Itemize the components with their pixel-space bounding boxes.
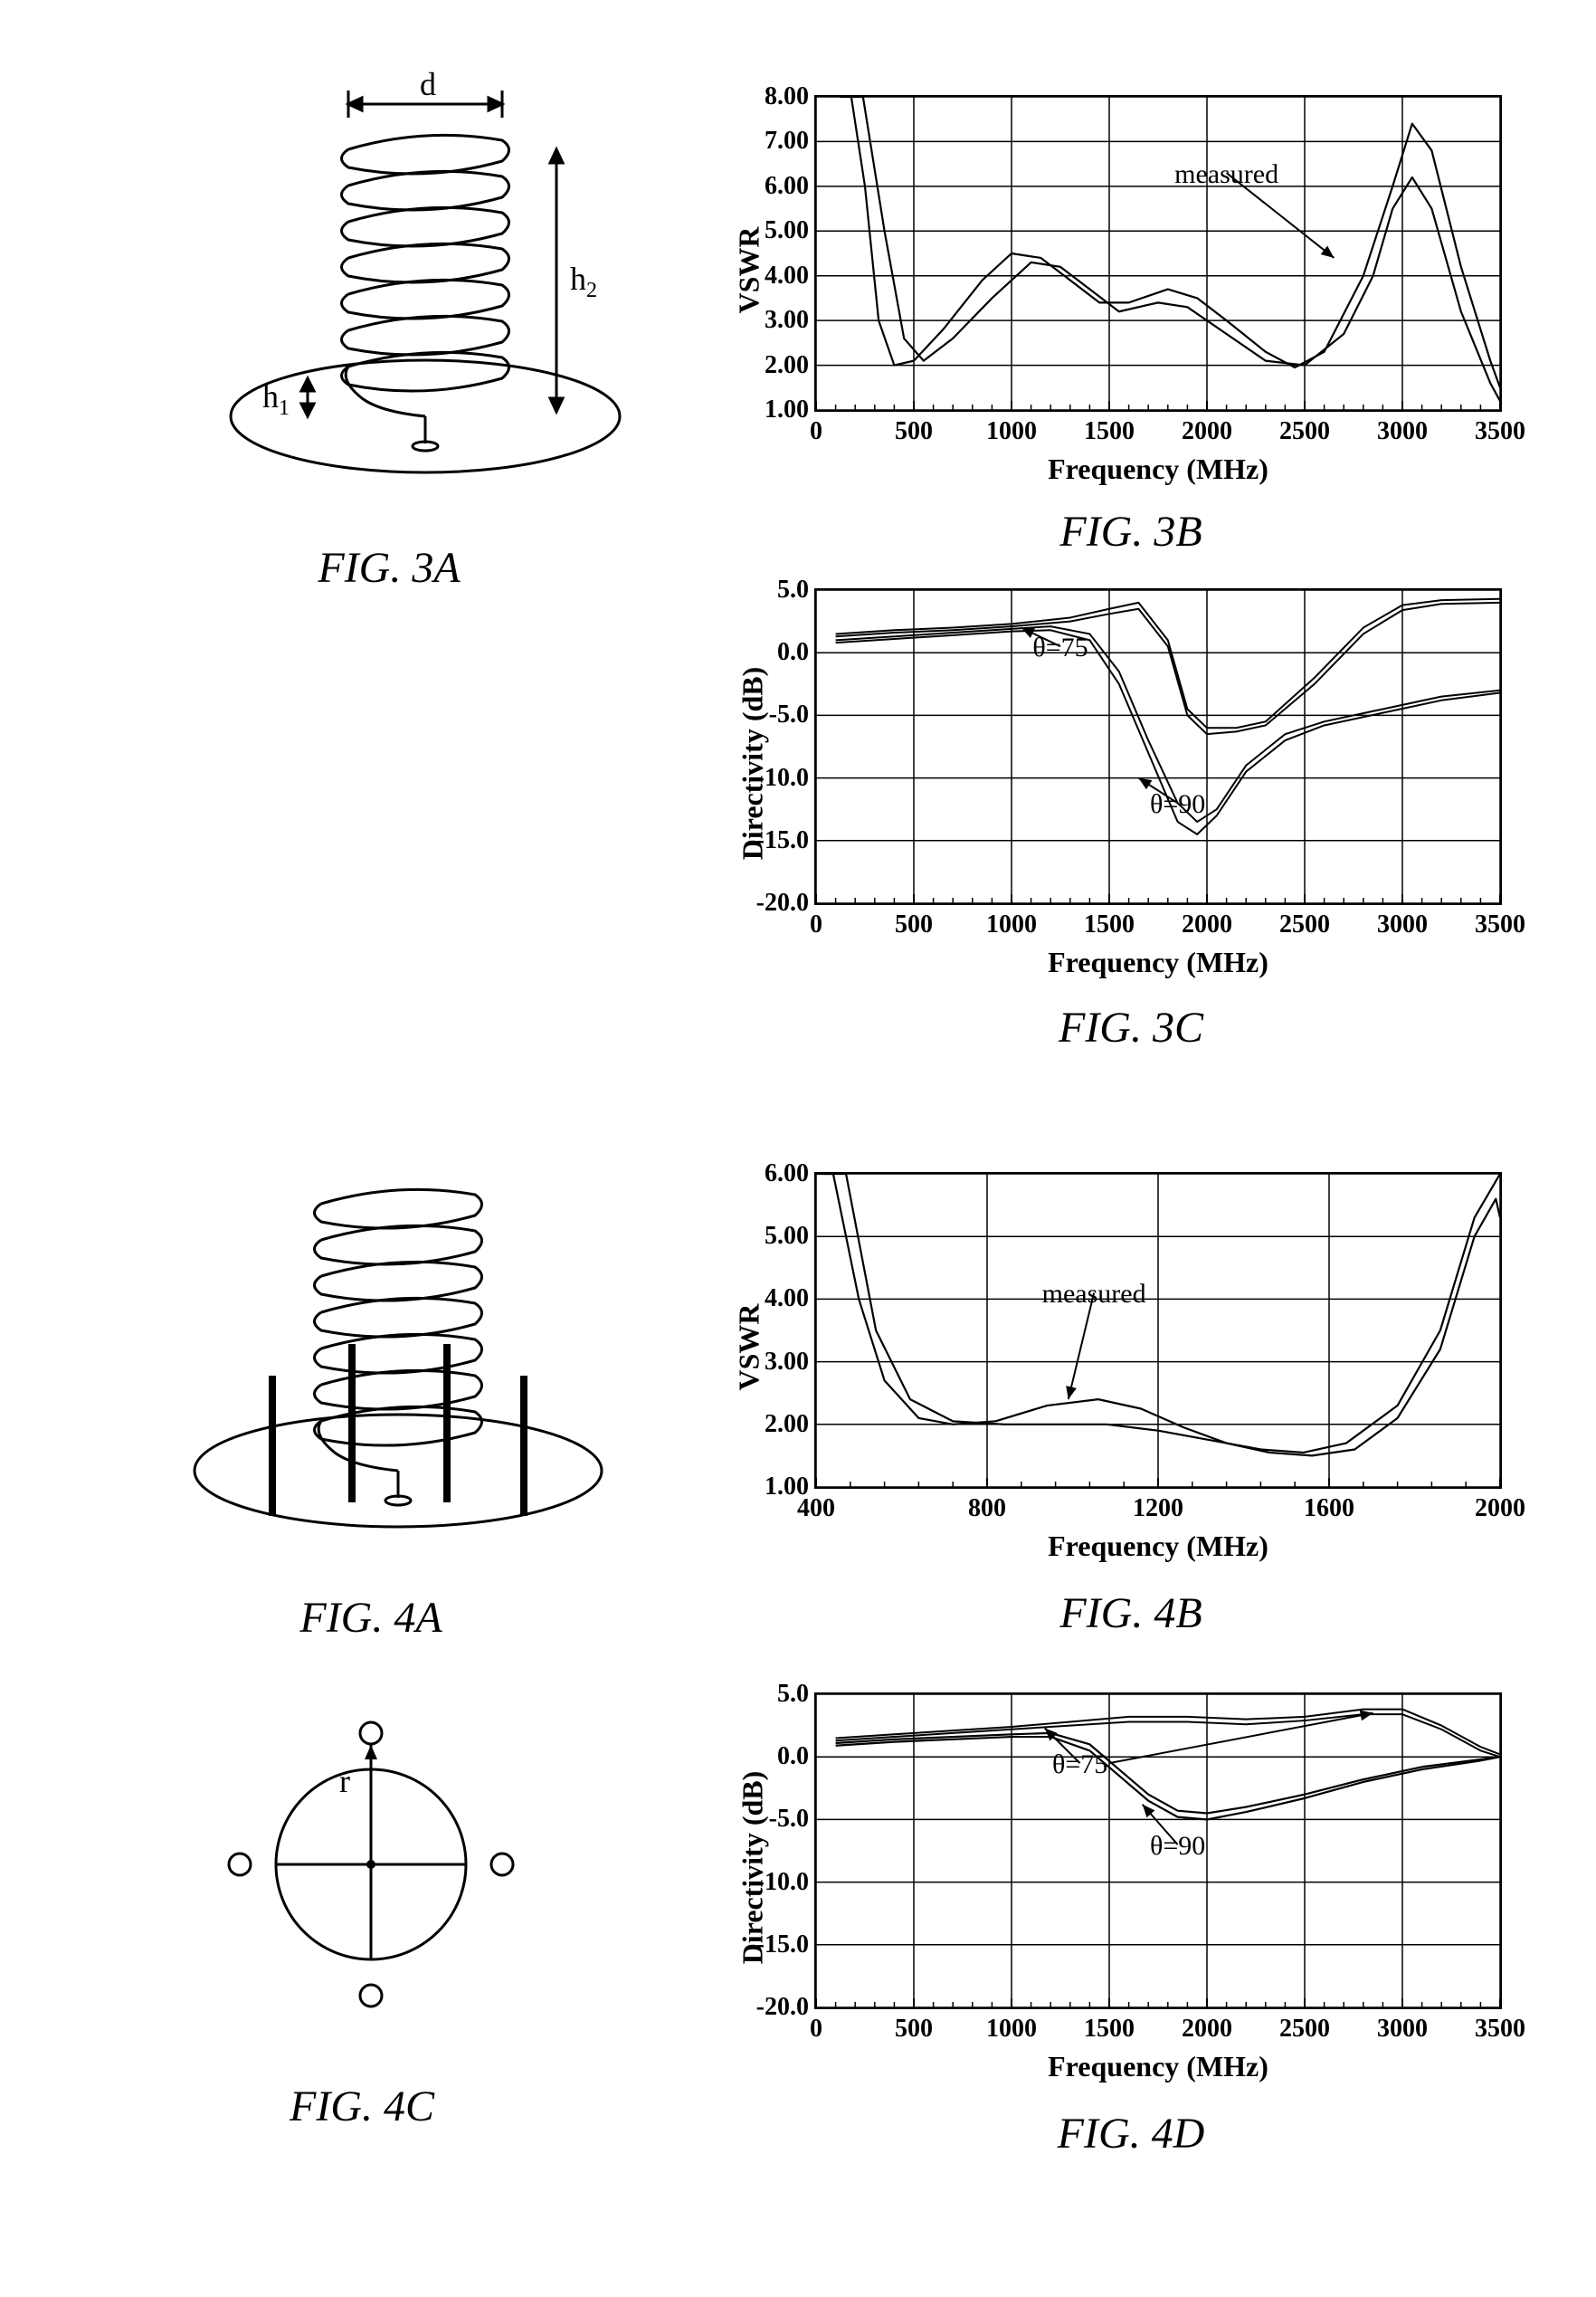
fig-3a-diagram: d h2 h1: [199, 54, 651, 529]
xtick-label: 2500: [1279, 2007, 1330, 2044]
chart-3b-ylabel: VSWR: [733, 226, 766, 313]
chart-3c-xlabel: Frequency (MHz): [814, 946, 1502, 979]
chart-3c: Directivity (dB) -20.0-15.0-10.0-5.00.05…: [814, 588, 1502, 905]
xtick-label: 0: [810, 2007, 822, 2044]
xtick-label: 2000: [1182, 2007, 1232, 2044]
xtick-label: 3500: [1475, 2007, 1525, 2044]
xtick-label: 500: [895, 903, 933, 939]
dim-h1-label: h1: [262, 378, 290, 420]
xtick-label: 2000: [1182, 410, 1232, 446]
fig-4a-label: FIG. 4A: [235, 1593, 507, 1643]
ytick-label: 5.00: [765, 1222, 816, 1251]
xtick-label: 1200: [1133, 1487, 1183, 1523]
chart-4d: Directivity (dB) -20.0-15.0-10.0-5.00.05…: [814, 1692, 1502, 2009]
xtick-label: 3000: [1377, 2007, 1428, 2044]
ytick-label: 5.0: [777, 576, 816, 605]
fig-3c-label: FIG. 3C: [905, 1003, 1357, 1053]
ytick-label: 6.00: [765, 1159, 816, 1188]
xtick-label: 1600: [1304, 1487, 1354, 1523]
ytick-label: -10.0: [756, 1868, 816, 1897]
xtick-label: 400: [797, 1487, 835, 1523]
fig-3b-label: FIG. 3B: [905, 507, 1357, 557]
ytick-label: -15.0: [756, 826, 816, 855]
ytick-label: 2.00: [765, 1410, 816, 1439]
chart-4d-xlabel: Frequency (MHz): [814, 2050, 1502, 2083]
chart-3b: VSWR 1.002.003.004.005.006.007.008.00050…: [814, 95, 1502, 412]
chart-4b: VSWR 1.002.003.004.005.006.0040080012001…: [814, 1172, 1502, 1489]
ytick-label: -5.0: [769, 1805, 816, 1834]
ytick-label: 3.00: [765, 306, 816, 335]
fig-4d-label: FIG. 4D: [905, 2109, 1357, 2159]
fig-4a-diagram: [163, 1109, 633, 1584]
ytick-label: -10.0: [756, 764, 816, 793]
ytick-label: 0.0: [777, 1742, 816, 1771]
ytick-label: -15.0: [756, 1930, 816, 1959]
ytick-label: 2.00: [765, 351, 816, 380]
chart-4b-ylabel: VSWR: [733, 1303, 766, 1390]
xtick-label: 2500: [1279, 903, 1330, 939]
xtick-label: 500: [895, 410, 933, 446]
ytick-label: 8.00: [765, 82, 816, 111]
ytick-label: -20.0: [756, 1993, 816, 2022]
xtick-label: 0: [810, 410, 822, 446]
ytick-label: 4.00: [765, 1284, 816, 1313]
dim-h2-label: h2: [570, 261, 597, 302]
xtick-label: 1500: [1084, 410, 1135, 446]
xtick-label: 500: [895, 2007, 933, 2044]
fig-4b-label: FIG. 4B: [905, 1588, 1357, 1638]
xtick-label: 1500: [1084, 2007, 1135, 2044]
xtick-label: 1500: [1084, 903, 1135, 939]
xtick-label: 3500: [1475, 410, 1525, 446]
xtick-label: 3500: [1475, 903, 1525, 939]
xtick-label: 800: [968, 1487, 1006, 1523]
ytick-label: 6.00: [765, 172, 816, 201]
ytick-label: -20.0: [756, 889, 816, 918]
ytick-label: 5.0: [777, 1680, 816, 1709]
xtick-label: 0: [810, 903, 822, 939]
ytick-label: 3.00: [765, 1348, 816, 1377]
dim-d-label: d: [420, 66, 436, 102]
chart-3b-xlabel: Frequency (MHz): [814, 453, 1502, 486]
xtick-label: 2500: [1279, 410, 1330, 446]
xtick-label: 3000: [1377, 903, 1428, 939]
xtick-label: 2000: [1475, 1487, 1525, 1523]
r-label: r: [339, 1763, 350, 1799]
ytick-label: 0.0: [777, 638, 816, 667]
ytick-label: 7.00: [765, 127, 816, 156]
ytick-label: -5.0: [769, 701, 816, 729]
chart-4b-xlabel: Frequency (MHz): [814, 1530, 1502, 1563]
xtick-label: 1000: [986, 410, 1037, 446]
ytick-label: 5.00: [765, 216, 816, 245]
fig-4c-diagram: r: [190, 1701, 552, 2032]
fig-4c-label: FIG. 4C: [226, 2082, 498, 2131]
fig-3a-label: FIG. 3A: [253, 543, 525, 593]
xtick-label: 3000: [1377, 410, 1428, 446]
xtick-label: 1000: [986, 903, 1037, 939]
xtick-label: 1000: [986, 2007, 1037, 2044]
xtick-label: 2000: [1182, 903, 1232, 939]
ytick-label: 1.00: [765, 396, 816, 424]
ytick-label: 4.00: [765, 262, 816, 291]
